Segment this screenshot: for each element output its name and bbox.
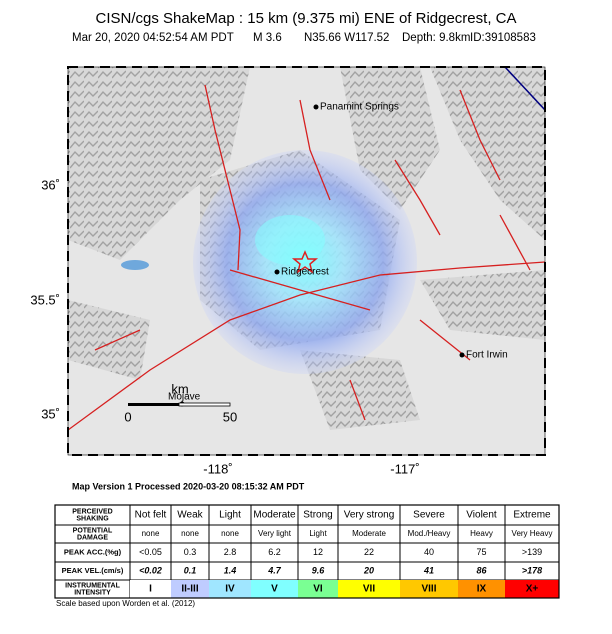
intensity-swatch	[209, 580, 251, 598]
magnitude: M 3.6	[253, 32, 282, 44]
place-label: Mojave	[168, 392, 201, 403]
epicenter-star	[291, 250, 319, 274]
scale-segment	[178, 402, 231, 407]
intensity-core	[255, 215, 325, 265]
title: CISN/cgs ShakeMap : 15 km (9.375 mi) ENE…	[96, 10, 517, 27]
place-label: Ridgecrest	[281, 267, 329, 278]
legend-cell-text: Extreme	[513, 510, 551, 521]
legend-cell-text: Not felt	[135, 510, 167, 521]
place-label: Fort Irwin	[466, 350, 508, 361]
legend-cell-text: 1.4	[224, 565, 237, 575]
legend-cell-text: Very Heavy	[512, 529, 553, 538]
map-border	[67, 66, 546, 456]
event-date: Mar 20, 2020 04:52:54 AM PDT	[72, 32, 234, 44]
legend-cell-text: VII	[363, 584, 375, 595]
legend-cell-text: 75	[476, 547, 486, 557]
legend-cell-text: Moderate	[352, 529, 386, 538]
scale-segment	[128, 403, 179, 406]
lake	[121, 260, 149, 270]
latitude-label: 35.5˚	[30, 292, 60, 307]
latitude-label: 36˚	[41, 177, 60, 192]
intensity-swatch	[298, 580, 338, 598]
legend-row-label: PERCEIVED	[72, 508, 112, 515]
legend-cell-text: none	[142, 529, 160, 538]
legend-cell-text: Violent	[466, 510, 497, 521]
legend-cell-text: Very light	[258, 529, 292, 538]
legend-cell-text: X+	[526, 584, 539, 595]
legend-row-label: SHAKING	[76, 515, 109, 522]
legend-cell-text: 0.3	[184, 547, 197, 557]
boundary-line	[504, 67, 545, 111]
map	[68, 67, 545, 455]
legend-cell-text: Weak	[177, 510, 203, 521]
legend-cell-text: <0.05	[139, 547, 162, 557]
legend-cell-text: 4.7	[267, 565, 282, 575]
legend-cell-text: VIII	[421, 584, 436, 595]
legend-row-label: POTENTIAL	[73, 527, 113, 534]
legend-border	[54, 504, 560, 599]
legend-cell-text: I	[149, 584, 152, 595]
legend-cell-text: 6.2	[268, 547, 281, 557]
scale-end: 50	[223, 409, 237, 424]
legend-cell-text: 12	[313, 547, 323, 557]
version-note: Map Version 1 Processed 2020-03-20 08:15…	[72, 481, 305, 491]
legend-cell-text: IV	[225, 584, 235, 595]
scale-unit: km	[171, 381, 188, 396]
legend-cell-text: >178	[522, 565, 542, 575]
place-label: Panamint Springs	[320, 102, 399, 113]
legend-cell-text: 40	[424, 547, 434, 557]
legend-cell-text: 41	[423, 565, 434, 575]
legend-cell-text: Strong	[303, 510, 332, 521]
legend-cell-text: V	[271, 584, 278, 595]
footnote: Scale based upon Worden et al. (2012)	[56, 599, 195, 608]
legend-cell-text: IX	[477, 584, 487, 595]
event-id: ID:39108583	[470, 32, 536, 44]
scale-bar: km 0 50	[124, 381, 237, 424]
legend-cell-text: 86	[476, 565, 487, 575]
intensity-swatch	[458, 580, 505, 598]
legend-cell-text: Mod./Heavy	[408, 529, 451, 538]
scale-start: 0	[124, 409, 131, 424]
legend-cell-text: <0.02	[139, 565, 162, 575]
legend-cell-text: Heavy	[470, 529, 493, 538]
legend-cell-text: II-III	[181, 584, 198, 595]
place-marker	[459, 352, 465, 358]
intensity-swatch	[251, 580, 298, 598]
legend-cell-text: Light	[309, 529, 327, 538]
legend-row-label: PEAK VEL.(cm/s)	[62, 566, 124, 575]
legend-cell-text: 9.6	[312, 565, 326, 575]
legend-row-label: DAMAGE	[77, 534, 108, 541]
place-marker	[313, 104, 319, 110]
legend-cell-text: none	[181, 529, 199, 538]
legend-cell-text: VI	[313, 584, 323, 595]
legend-cell-text: 0.1	[184, 565, 197, 575]
place-marker	[274, 269, 280, 275]
intensity-swatch	[130, 580, 171, 598]
legend-cell-text: Very strong	[344, 510, 395, 521]
intensity-swatch	[505, 580, 559, 598]
longitude-label: -117˚	[390, 461, 419, 476]
legend-cell-text: Severe	[413, 510, 445, 521]
latitude-label: 35˚	[41, 406, 60, 421]
legend-row-label: INSTRUMENTAL	[65, 582, 120, 589]
depth: Depth: 9.8km	[402, 32, 470, 44]
intensity-swatch	[400, 580, 458, 598]
intensity-swatch	[171, 580, 209, 598]
legend-cell-text: Light	[219, 510, 241, 521]
legend-row-label: INTENSITY	[74, 589, 111, 596]
intensity-swatch	[338, 580, 400, 598]
legend-cell-text: 20	[363, 565, 374, 575]
legend-cell-text: >139	[522, 547, 542, 557]
legend-cell-text: 22	[364, 547, 374, 557]
legend-row-label: PEAK ACC.(%g)	[64, 547, 122, 556]
legend-cell-text: none	[221, 529, 239, 538]
longitude-label: -118˚	[203, 461, 232, 476]
epicenter: N35.66 W117.52	[304, 32, 389, 44]
legend-cell-text: Moderate	[253, 510, 296, 521]
legend-cell-text: 2.8	[224, 547, 237, 557]
